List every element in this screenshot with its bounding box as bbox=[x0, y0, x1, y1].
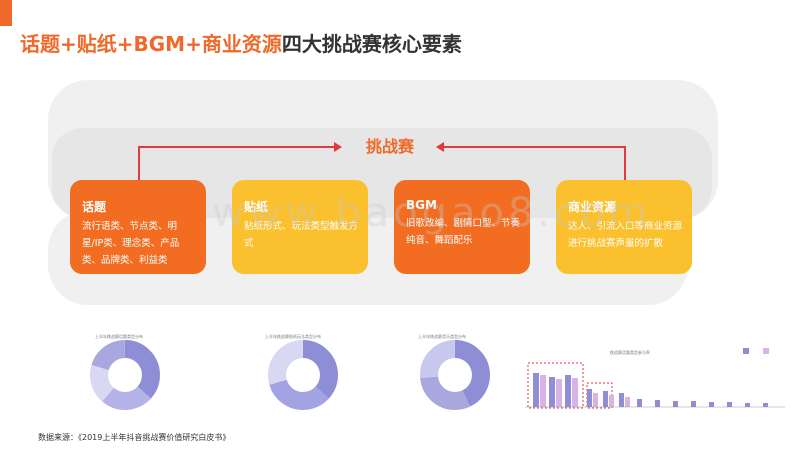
card-body: 达人、引流入口等商业资源进行挑战赛声量的扩散 bbox=[568, 221, 683, 249]
mini-donut-chart bbox=[90, 340, 160, 410]
arrow-head-icon bbox=[334, 142, 342, 152]
connector-line bbox=[138, 146, 140, 180]
mini-chart-title: 上半年挑战赛话题类型分布 bbox=[95, 334, 143, 339]
card-title: 商业资源 bbox=[568, 200, 617, 214]
card-title: BGM bbox=[406, 198, 437, 212]
arrow-head-icon bbox=[436, 142, 444, 152]
mini-chart-title: 上半年挑战赛贴纸玩法类型分布 bbox=[265, 334, 321, 339]
card-title: 话题 bbox=[82, 200, 107, 214]
mini-bar-chart bbox=[525, 348, 785, 409]
card-body: 旧歌改编、剧情口型、节奏纯音、舞蹈配乐 bbox=[406, 218, 521, 246]
card-bgm: BGM 旧歌改编、剧情口型、节奏纯音、舞蹈配乐 bbox=[394, 180, 530, 274]
title-rest: 四大挑战赛核心要素 bbox=[281, 32, 462, 56]
card-body: 流行语类、节点类、明星/IP类、理念类、产品类、品牌类、利益类 bbox=[82, 221, 180, 266]
page-title: 话题+贴纸+BGM+商业资源四大挑战赛核心要素 bbox=[20, 28, 462, 57]
accent-bar bbox=[0, 0, 12, 26]
data-source: 数据来源：《2019上半年抖音挑战赛价值研究白皮书》 bbox=[38, 433, 231, 442]
mini-chart-title: 上半年挑战赛音乐类型分布 bbox=[418, 334, 466, 339]
card-commercial: 商业资源 达人、引流入口等商业资源进行挑战赛声量的扩散 bbox=[556, 180, 692, 274]
mini-chart-title: 挑战赛话题类型参与率 bbox=[610, 350, 650, 355]
card-title: 贴纸 bbox=[244, 200, 269, 214]
challenge-label: 挑战赛 bbox=[365, 137, 414, 156]
watermark: www.baogao8.com bbox=[212, 190, 652, 236]
card-body: 贴纸形式、玩法类型触发方式 bbox=[244, 221, 359, 249]
card-topic: 话题 流行语类、节点类、明星/IP类、理念类、产品类、品牌类、利益类 bbox=[70, 180, 206, 274]
card-sticker: 贴纸 贴纸形式、玩法类型触发方式 bbox=[232, 180, 368, 274]
title-highlight: 话题+贴纸+BGM+商业资源 bbox=[20, 32, 282, 56]
connector-line bbox=[138, 146, 338, 148]
mini-donut-chart bbox=[268, 340, 338, 410]
connector-line bbox=[440, 146, 626, 148]
connector-line bbox=[624, 146, 626, 180]
mini-donut-chart bbox=[420, 340, 490, 410]
